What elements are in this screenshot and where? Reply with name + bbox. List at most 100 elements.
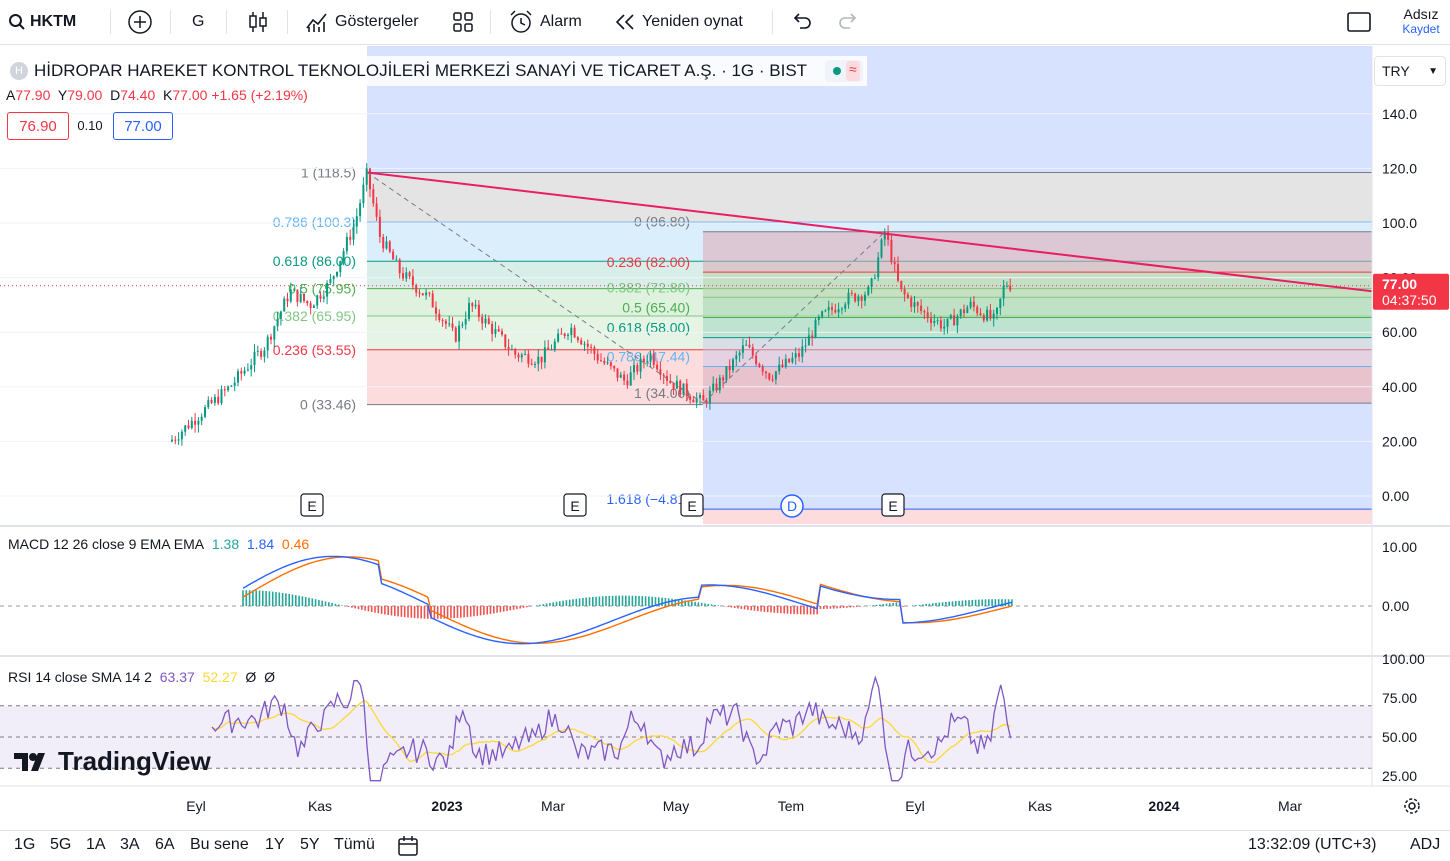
sell-price-button[interactable]: 76.90 — [7, 112, 69, 140]
candle-body — [557, 334, 559, 342]
macd-hist-bar — [642, 596, 644, 606]
symbol-search-button[interactable]: HKTM — [8, 0, 76, 44]
undo-button[interactable] — [790, 0, 812, 44]
macd-hist-bar — [958, 601, 960, 606]
indicators-button[interactable]: Göstergeler — [305, 0, 419, 44]
rsi-legend[interactable]: RSI 14 close SMA 14 2 63.37 52.27 Ø Ø — [8, 669, 275, 685]
range-button-tümü[interactable]: Tümü — [334, 836, 375, 854]
macd-hist-bar — [378, 606, 380, 613]
candle-body — [663, 375, 665, 376]
candle-body — [372, 189, 374, 203]
candle-body — [577, 337, 579, 340]
compare-button[interactable] — [127, 0, 153, 44]
macd-hist-bar — [892, 603, 894, 606]
macd-hist-bar — [371, 606, 373, 612]
macd-legend[interactable]: MACD 12 26 close 9 EMA EMA 1.38 1.84 0.4… — [8, 536, 309, 552]
macd-hist-bar — [975, 600, 977, 606]
range-button-5y[interactable]: 5Y — [300, 836, 320, 854]
symbol-legend[interactable]: H HİDROPAR HAREKET KONTROL TEKNOLOJİLERİ… — [6, 56, 867, 86]
macd-hist-bar — [925, 604, 927, 606]
macd-hist-bar — [292, 594, 294, 606]
macd-hist-bar — [800, 606, 802, 614]
macd-hist-bar — [361, 606, 363, 610]
range-button-6a[interactable]: 6A — [155, 836, 175, 854]
chart-type-button[interactable] — [246, 0, 270, 44]
macd-hist-bar — [635, 596, 637, 606]
tradingview-watermark[interactable]: TradingView — [12, 746, 211, 777]
candle-body — [197, 421, 199, 425]
macd-hist-bar — [803, 606, 805, 614]
range-button-1y[interactable]: 1Y — [265, 836, 285, 854]
candle-body — [656, 365, 658, 370]
range-button-5g[interactable]: 5G — [50, 836, 71, 854]
chart-canvas[interactable]: 1 (118.5)0.786 (100.3)0.618 (86.00)0.5 (… — [0, 46, 1450, 832]
range-button-1a[interactable]: 1A — [86, 836, 106, 854]
candle-body — [815, 320, 817, 338]
chart-settings-button[interactable] — [1402, 796, 1422, 819]
macd-hist-bar — [737, 606, 739, 608]
alert-label: Alarm — [540, 13, 582, 31]
toolbar-divider — [110, 10, 111, 34]
time-axis-label: Mar — [541, 798, 565, 814]
fib2-zone — [703, 317, 1372, 337]
candle-body — [633, 365, 635, 372]
currency-select[interactable]: TRY ▼ — [1374, 56, 1446, 86]
macd-hist-bar — [962, 601, 964, 606]
candle-body — [874, 278, 876, 279]
range-button-1g[interactable]: 1G — [14, 836, 35, 854]
candle-body — [824, 310, 826, 311]
layouts-button[interactable] — [452, 0, 474, 44]
candle-body — [587, 344, 589, 347]
range-button-3a[interactable]: 3A — [120, 836, 140, 854]
redo-button[interactable] — [838, 0, 860, 44]
candle-body — [491, 324, 493, 334]
replay-button[interactable]: Yeniden oynat — [614, 0, 743, 44]
candle-body — [379, 217, 381, 237]
fullscreen-button[interactable] — [1346, 0, 1372, 44]
candle-body — [702, 395, 704, 400]
buy-price-button[interactable]: 77.00 — [113, 112, 173, 140]
interval-button[interactable]: G — [192, 0, 204, 44]
save-layout-button[interactable]: Adsız Kaydet — [1396, 6, 1446, 36]
candle-body — [943, 327, 945, 329]
time-axis-label: Eyl — [905, 798, 924, 814]
candle-body — [455, 328, 457, 342]
range-button-bu-sene[interactable]: Bu sene — [190, 836, 249, 854]
candle-body — [353, 227, 355, 240]
candle-body — [395, 259, 397, 260]
candle-body — [412, 276, 414, 285]
candle-body — [864, 295, 866, 301]
candle-body — [290, 290, 292, 302]
fib1-level-label: 1 (118.5) — [301, 164, 356, 180]
macd-hist-bar — [463, 606, 465, 617]
candle-body — [300, 294, 302, 302]
clock-timezone[interactable]: 13:32:09 (UTC+3) — [1248, 836, 1377, 854]
macd-hist-bar — [648, 597, 650, 606]
candle-body — [547, 347, 549, 349]
candle-body — [346, 237, 348, 251]
goto-date-button[interactable] — [396, 834, 420, 861]
toolbar-divider — [772, 10, 773, 34]
macd-hist-bar — [318, 600, 320, 606]
macd-hist-bar — [929, 604, 931, 606]
market-status-badge[interactable]: ≈ — [825, 60, 863, 82]
adj-toggle[interactable]: ADJ — [1410, 836, 1440, 854]
macd-hist-bar — [595, 597, 597, 606]
candle-body — [900, 281, 902, 289]
candle-body — [392, 252, 394, 260]
macd-hist-bar — [473, 606, 475, 616]
macd-hist-bar — [420, 606, 422, 618]
candle-body — [854, 294, 856, 302]
macd-hist-bar — [902, 606, 904, 607]
fib2-level-label: 0.382 (72.80) — [607, 279, 690, 295]
macd-label: MACD 12 26 close 9 EMA EMA — [8, 536, 204, 552]
price-axis-label: 140.0 — [1382, 106, 1417, 122]
calendar-icon — [396, 834, 420, 858]
candle-body — [257, 351, 259, 352]
candle-body — [805, 346, 807, 347]
macd-hist-bar — [513, 606, 515, 610]
candle-body — [630, 372, 632, 385]
indicators-icon — [305, 10, 329, 34]
alert-button[interactable]: Alarm — [508, 0, 582, 44]
macd-hist-bar — [490, 606, 492, 614]
